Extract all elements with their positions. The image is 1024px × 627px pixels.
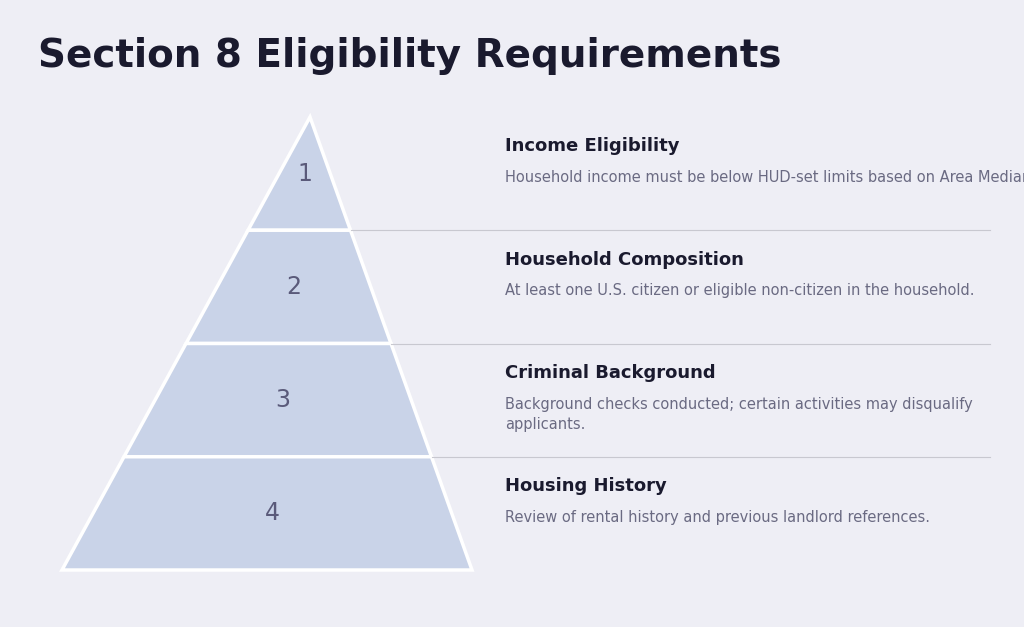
Text: 3: 3 [275,388,291,412]
Text: 4: 4 [265,502,280,525]
Text: At least one U.S. citizen or eligible non-citizen in the household.: At least one U.S. citizen or eligible no… [505,283,975,298]
Text: Review of rental history and previous landlord references.: Review of rental history and previous la… [505,510,930,525]
Polygon shape [186,230,391,344]
Text: Criminal Background: Criminal Background [505,364,716,382]
Text: Household income must be below HUD-set limits based on Area Median Income.: Household income must be below HUD-set l… [505,170,1024,185]
Text: 2: 2 [287,275,301,299]
Polygon shape [124,344,431,456]
Text: Household Composition: Household Composition [505,251,743,268]
Text: Housing History: Housing History [505,477,667,495]
Text: Income Eligibility: Income Eligibility [505,137,680,155]
Polygon shape [248,117,350,230]
Text: Section 8 Eligibility Requirements: Section 8 Eligibility Requirements [38,37,781,75]
Text: Background checks conducted; certain activities may disqualify
applicants.: Background checks conducted; certain act… [505,397,973,431]
Polygon shape [62,456,472,570]
Text: 1: 1 [297,162,312,186]
